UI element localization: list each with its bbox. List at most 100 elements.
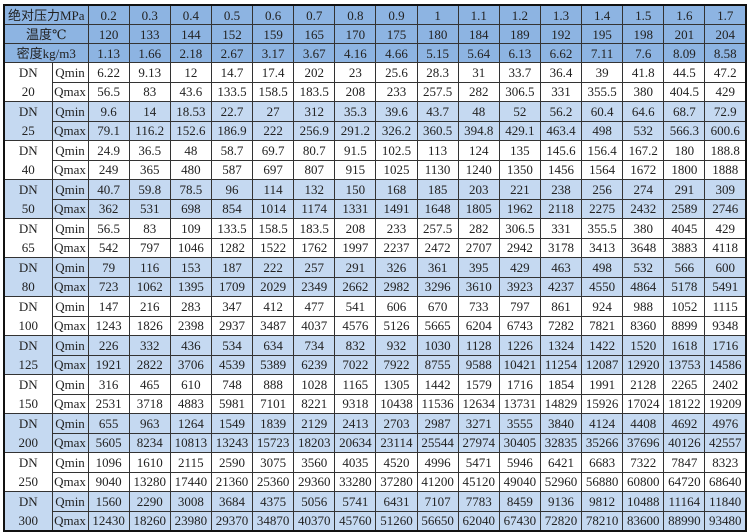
qmax-cell: 18122: [663, 393, 706, 414]
table-row-dn80-qmin: DN Qmin 79 116 153 187 222 257 291 326 361 395 429 46…: [3, 257, 747, 278]
dn-size-label: 80: [3, 277, 53, 297]
qmin-cell: 60.4: [580, 101, 624, 122]
qmin-label: Qmin: [51, 140, 89, 161]
qmin-cell: 861: [539, 296, 583, 317]
qmax-cell: 13731: [498, 393, 541, 414]
qmax-cell: 14586: [704, 354, 747, 375]
qmax-label: Qmax: [51, 81, 89, 102]
qmin-cell: 6683: [580, 452, 624, 473]
qmax-cell: 1046: [169, 237, 212, 258]
qmin-label: Qmin: [51, 179, 89, 200]
density-row-cell: 2.18: [169, 43, 212, 63]
qmax-cell: 429: [704, 81, 747, 102]
qmax-cell: 2937: [210, 315, 254, 336]
table-row-dn200-qmax: 200 Qmax 5605 8234 10813 13243 15723 18203 20634…: [3, 432, 747, 453]
qmin-cell: 23: [334, 62, 377, 83]
qmax-cell: 7022: [334, 354, 377, 375]
qmax-cell: 697: [251, 159, 295, 180]
qmin-cell: 1579: [457, 374, 500, 395]
qmin-cell: 2703: [375, 413, 418, 434]
qmax-cell: 256.9: [293, 120, 336, 141]
qmin-cell: 133.5: [210, 218, 254, 239]
qmax-cell: 35266: [580, 432, 624, 453]
qmin-cell: 78.5: [169, 179, 212, 200]
qmin-cell: 58.7: [210, 140, 254, 161]
qmin-cell: 395: [457, 257, 500, 278]
qmax-cell: 83600: [622, 510, 665, 532]
qmin-cell: 80.7: [293, 140, 336, 161]
qmax-cell: 8360: [622, 315, 665, 336]
table-row-dn300-qmin: DN Qmin 1560 2290 3008 3684 4375 5056 5741 6431 71…: [3, 491, 747, 512]
qmin-cell: 5946: [498, 452, 541, 473]
qmin-cell: 932: [375, 335, 418, 356]
qmax-cell: 10813: [169, 432, 212, 453]
qmax-cell: 3178: [539, 237, 583, 258]
qmin-cell: 1128: [457, 335, 500, 356]
qmin-cell: 412: [251, 296, 295, 317]
qmin-cell: 534: [210, 335, 254, 356]
qmax-cell: 23114: [375, 432, 418, 453]
qmin-cell: 347: [210, 296, 254, 317]
qmin-cell: 541: [334, 296, 377, 317]
qmax-cell: 1800: [663, 159, 706, 180]
qmax-cell: 2746: [704, 198, 747, 219]
qmin-cell: 988: [622, 296, 665, 317]
table-row-dn20-qmin: DN Qmin 6.22 9.13 12 14.7 17.4 202 23 25.6 28.3 31 3…: [3, 62, 747, 83]
qmax-cell: 4237: [539, 276, 583, 297]
qmax-cell: 1331: [334, 198, 377, 219]
qmax-cell: 78210: [580, 510, 624, 532]
qmax-cell: 158.5: [251, 81, 295, 102]
temperature-row-cell: 195: [580, 24, 624, 44]
qmax-cell: 56880: [580, 471, 624, 492]
qmin-cell: 221: [498, 179, 541, 200]
qmin-cell: 48: [457, 101, 500, 122]
qmax-cell: 12920: [622, 354, 665, 375]
qmax-cell: 5178: [663, 276, 706, 297]
table-row-dn300-qmax: 300 Qmax 12430 18260 23980 29370 34870 40370 457…: [3, 510, 747, 532]
qmin-cell: 532: [622, 257, 665, 278]
qmin-cell: 3075: [251, 452, 295, 473]
qmax-cell: 5665: [416, 315, 459, 336]
qmin-cell: 14: [128, 101, 171, 122]
qmax-cell: 1243: [87, 315, 130, 336]
qmax-cell: 5389: [251, 354, 295, 375]
qmin-cell: 56.2: [539, 101, 583, 122]
pressure-row-cell: 1.3: [539, 4, 583, 25]
qmin-cell: 113: [416, 140, 459, 161]
qmin-cell: 465: [128, 374, 171, 395]
qmax-cell: 4883: [169, 393, 212, 414]
qmax-cell: 133.5: [210, 81, 254, 102]
qmax-cell: 9318: [334, 393, 377, 414]
table-row-dn80-qmax: 80 Qmax 723 1062 1395 1709 2029 2349 2662 2982 329…: [3, 276, 747, 297]
qmin-cell: 283: [169, 296, 212, 317]
pressure-row-cell: 1.4: [580, 4, 624, 25]
qmax-cell: 3883: [663, 237, 706, 258]
dn-size-label: DN: [3, 452, 53, 472]
density-row-cell: 5.15: [416, 43, 459, 63]
qmin-cell: 3560: [293, 452, 336, 473]
qmin-cell: 12: [169, 62, 212, 83]
qmin-cell: 2129: [293, 413, 336, 434]
qmax-cell: 12634: [457, 393, 500, 414]
qmax-cell: 30405: [498, 432, 541, 453]
qmin-cell: 6431: [375, 491, 418, 512]
table-row-dn40-qmin: DN Qmin 24.9 36.5 48 58.7 69.7 80.7 91.5 102.5 113…: [3, 140, 747, 161]
qmin-cell: 203: [457, 179, 500, 200]
qmax-cell: 25360: [251, 471, 295, 492]
qmin-cell: 3008: [169, 491, 212, 512]
qmin-cell: 477: [293, 296, 336, 317]
qmax-cell: 12430: [87, 510, 130, 532]
qmax-cell: 8755: [416, 354, 459, 375]
qmax-cell: 1921: [87, 354, 130, 375]
pressure-row-cell: 1.1: [457, 4, 500, 25]
dn-size-label: 150: [3, 394, 53, 414]
qmax-label: Qmax: [51, 354, 89, 375]
qmax-cell: 1805: [457, 198, 500, 219]
qmax-cell: 68640: [704, 471, 747, 492]
qmin-cell: 68.7: [663, 101, 706, 122]
qmin-cell: 7322: [622, 452, 665, 473]
qmin-cell: 44.5: [663, 62, 706, 83]
qmin-cell: 610: [169, 374, 212, 395]
dn-size-label: DN: [3, 257, 53, 277]
qmin-cell: 2128: [622, 374, 665, 395]
